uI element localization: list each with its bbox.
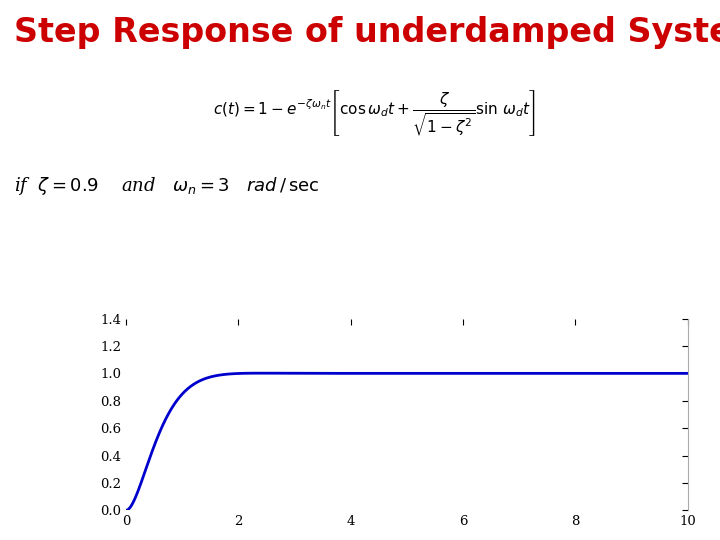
Text: if  $\zeta = 0.9$    and   $\omega_n = 3$   $rad\,/\,\mathrm{sec}$: if $\zeta = 0.9$ and $\omega_n = 3$ $rad…: [14, 176, 320, 197]
Text: $c(t) = 1 - e^{-\zeta\omega_n t}\left[\cos\omega_d t + \dfrac{\zeta}{\sqrt{1-\ze: $c(t) = 1 - e^{-\zeta\omega_n t}\left[\c…: [213, 89, 536, 138]
Text: Step Response of underdamped System: Step Response of underdamped System: [14, 16, 720, 49]
